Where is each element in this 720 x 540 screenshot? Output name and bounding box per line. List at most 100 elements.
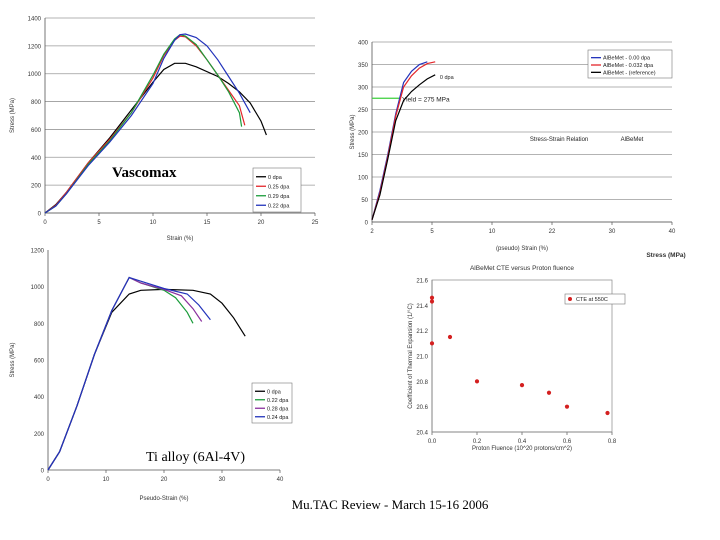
cte-legend-box [564,293,626,305]
albemet-yield-label: Yield = 275 MPa [402,96,450,103]
cte-data-point [546,390,552,395]
albemet-series-line-1 [371,61,436,220]
cte-data-point [519,383,525,388]
ti_alloy-xtick-label: 40 [277,477,284,483]
cte-data-point [429,295,435,300]
albemet-ytick-label: 400 [358,41,369,47]
albemet-xtick-label: 2 [370,229,374,235]
cte-xtick-label: 0.2 [473,439,482,445]
cte-vs-fluence-chart: 20.4 20.6 20.8 21.0 21.2 21.4 21.6 0.0 0.2 0.4 0.6… [370,260,630,460]
albemet-ytick-label: 350 [358,63,369,69]
cte-data-point [605,410,610,416]
ti_alloy-ytick-label: 200 [34,432,45,438]
vascomax-ytick-label: 0 [38,212,42,218]
cte-ytick-label: 20.4 [416,431,428,437]
ti_alloy-ytick-label: 1200 [31,249,45,255]
ti_alloy-overlay-label: Ti alloy (6Al-4V) [146,450,245,465]
vascomax-svg: 0 200 400 600 800 1000 1200 1400 0 5 10 15 20 25 Strai… [10,17,319,243]
ti-alloy-stress-strain-chart: 0 200 400 600 800 1000 1200 0 10 20 30 40 Pseudo-Str… [0,240,300,510]
ti_alloy-xtick-label: 20 [161,477,168,483]
footer-caption: Mu.TAC Review - March 15-16 2006 [291,497,489,512]
albemet-relation-label: Stress-Strain Relation [530,137,588,143]
vascomax-series-line-0 [44,62,267,214]
cte-ytick-label: 21.4 [416,304,428,310]
albemet-ytick-label: 200 [358,131,369,137]
cte-legend-marker [568,297,572,301]
cte-xtick-label: 0.8 [608,439,617,445]
vascomax-ytick-label: 1400 [28,17,42,23]
albemet-xtick-label: 5 [430,229,434,235]
ti_alloy-xlabel: Pseudo-Strain (%) [139,496,188,502]
albemet-legend-label: AlBeMet - 0.00 dpa [603,56,651,62]
vascomax-legend-label: 0.22 dpa [268,203,290,209]
ti_alloy-ytick-label: 1000 [31,285,45,291]
albemet-stress-strain-chart: 0 50 100 150 200 250 300 350 400 2 5 10 22 30 40 (pseud… [340,30,720,260]
albemet-legend-label: AlBeMet - 0.032 dpa [603,63,654,69]
cte-ytick-label: 20.8 [416,380,428,386]
vascomax-ytick-label: 1000 [28,72,42,78]
vascomax-series-line-2 [44,34,243,214]
ti_alloy-xtick-label: 30 [219,477,226,483]
albemet-ytick-label: 150 [358,153,369,159]
cte-svg: 20.4 20.6 20.8 21.0 21.2 21.4 21.6 0.0 0.2 0.4 0.6… [408,265,626,452]
vascomax-xtick-label: 25 [312,220,319,226]
ti_alloy-xtick-label: 0 [46,477,50,483]
ti_alloy-legend-label: 0.22 dpa [267,398,289,404]
cte-data-point [429,341,435,346]
ti_alloy-legend-label: 0.28 dpa [267,406,289,412]
albemet-ytick-label: 250 [358,108,369,114]
albemet-point-label: 0 dpa [440,75,455,81]
ti_alloy-series-line-3 [47,276,211,471]
vascomax-xtick-label: 5 [97,220,101,226]
albemet-ytick-label: 100 [358,176,369,182]
ti_alloy-xtick-label: 10 [103,477,110,483]
ti_alloy-legend-label: 0.24 dpa [267,415,289,421]
vascomax-xtick-label: 10 [150,220,157,226]
vascomax-ytick-label: 600 [31,128,42,134]
albemet-xtick-label: 10 [489,229,496,235]
albemet-ytick-label: 50 [361,198,368,204]
vascomax-series-line-3 [44,33,251,214]
albemet-xtick-label: 40 [669,229,676,235]
cte-xtick-label: 0.0 [428,439,437,445]
albemet-material-label: AlBeMet [621,137,644,143]
cte-title: AlBeMet CTE versus Proton fluence [470,265,574,272]
cte-xtick-label: 0.4 [518,439,527,445]
albemet-ytick-label: 300 [358,86,369,92]
cte-xlabel: Proton Fluence (10^20 protons/cm^2) [472,446,572,452]
cte-xtick-label: 0.6 [563,439,572,445]
albemet-xtick-label: 22 [549,229,556,235]
ti_alloy-svg: 0 200 400 600 800 1000 1200 0 10 20 30 40 Pseudo-Str… [10,249,293,502]
albemet-legend-label: AlBeMet - (reference) [603,70,656,76]
vascomax-overlay-label: Vascomax [112,165,177,181]
vascomax-legend-box [252,167,302,213]
albemet-ytick-label: 0 [365,221,369,227]
vascomax-ylabel: Stress (MPa) [10,98,16,133]
vascomax-xlabel: Strain (%) [167,236,194,242]
vascomax-stress-strain-chart: 0 200 400 600 800 1000 1200 1400 0 5 10 15 20 25 Strai… [0,0,330,250]
ti_alloy-legend-label: 0 dpa [267,389,282,395]
cte-ytick-label: 20.6 [416,405,428,411]
vascomax-xtick-label: 0 [43,220,47,226]
cte-plot-frame [431,279,613,433]
cte-ylabel: Coefficient of Thermal Expansion (1/°C) [408,303,414,409]
cte-ytick-label: 21.2 [416,329,428,335]
cte-ytick-label: 21.6 [416,279,428,285]
albemet-legend-box [587,49,673,79]
ti_alloy-ytick-label: 400 [34,395,45,401]
cte-data-point [564,404,570,409]
albemet-axis-title: Stress (MPa) [646,252,685,259]
albemet-xlabel: (pseudo) Strain (%) [496,246,548,252]
ti_alloy-series-line-0 [47,288,246,471]
ti_alloy-ytick-label: 800 [34,322,45,328]
vascomax-ytick-label: 800 [31,100,42,106]
vascomax-ytick-label: 1200 [28,44,42,50]
cte-data-point [474,379,480,384]
ti_alloy-series-line-2 [47,276,203,471]
albemet-ylabel: Stress (MPa) [350,114,356,149]
ti_alloy-ytick-label: 600 [34,359,45,365]
cte-legend-label: CTE at 550C [576,297,608,303]
vascomax-legend-label: 0.29 dpa [268,194,290,200]
ti_alloy-series-line-1 [47,276,194,471]
vascomax-legend-label: 0 dpa [268,175,283,181]
